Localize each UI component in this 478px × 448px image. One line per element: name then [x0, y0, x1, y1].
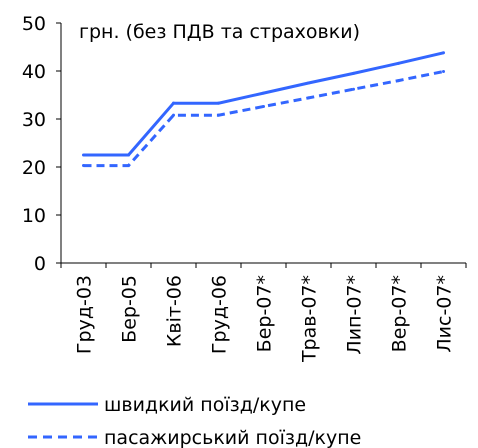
x-tick-label: Лис-07* — [434, 275, 456, 353]
x-tick-label: Груд-06 — [209, 275, 231, 354]
series-point-1 — [172, 113, 175, 117]
y-tick-label: 50 — [22, 13, 46, 35]
y-tick-label: 30 — [22, 109, 46, 131]
y-tick-label: 20 — [22, 157, 46, 179]
series-point-0 — [82, 153, 85, 157]
series-point-0 — [127, 153, 130, 157]
series-point-0 — [442, 51, 445, 55]
series-point-0 — [262, 91, 265, 95]
series-point-1 — [262, 105, 265, 109]
series-point-0 — [397, 61, 400, 65]
series-point-1 — [307, 96, 310, 100]
x-tick-label: Груд-03 — [74, 275, 96, 354]
legend-label-1: пасажирський поїзд/купе — [104, 427, 361, 448]
series-point-1 — [127, 164, 130, 168]
series-layer — [82, 51, 445, 168]
series-point-1 — [442, 69, 445, 73]
series-point-1 — [397, 79, 400, 83]
series-point-1 — [82, 164, 85, 168]
x-tick-label: Квіт-06 — [164, 275, 186, 347]
x-tick-label: Лип-07* — [344, 275, 366, 355]
x-tick-label: Трав-07* — [299, 275, 321, 363]
y-tick-label: 10 — [22, 205, 46, 227]
y-tick-label: 40 — [22, 61, 46, 83]
series-point-0 — [217, 101, 220, 105]
unit-annotation: грн. (без ПДВ та страховки) — [79, 21, 360, 43]
series-line-1 — [83, 70, 444, 168]
legend-label-0: швидкий поїзд/купе — [104, 394, 306, 416]
y-axis: 0 10 20 30 40 50 — [22, 13, 62, 275]
x-tick-label: Бер-05 — [119, 275, 141, 343]
x-tick-label: Вер-07* — [389, 275, 411, 352]
x-tick-label: Бер-07* — [254, 275, 276, 352]
series-point-1 — [352, 87, 355, 91]
y-tick-label: 0 — [34, 253, 46, 275]
series-point-0 — [352, 71, 355, 75]
series-point-0 — [307, 81, 310, 85]
series-line-0 — [83, 51, 444, 157]
x-axis: Груд-03 Бер-05 Квіт-06 Груд-06 Бер-07* Трав-0… — [60, 262, 467, 363]
series-point-1 — [217, 113, 220, 117]
series-point-0 — [172, 101, 175, 105]
legend: швидкий поїзд/купе пасажирський поїзд/куп… — [28, 394, 361, 448]
